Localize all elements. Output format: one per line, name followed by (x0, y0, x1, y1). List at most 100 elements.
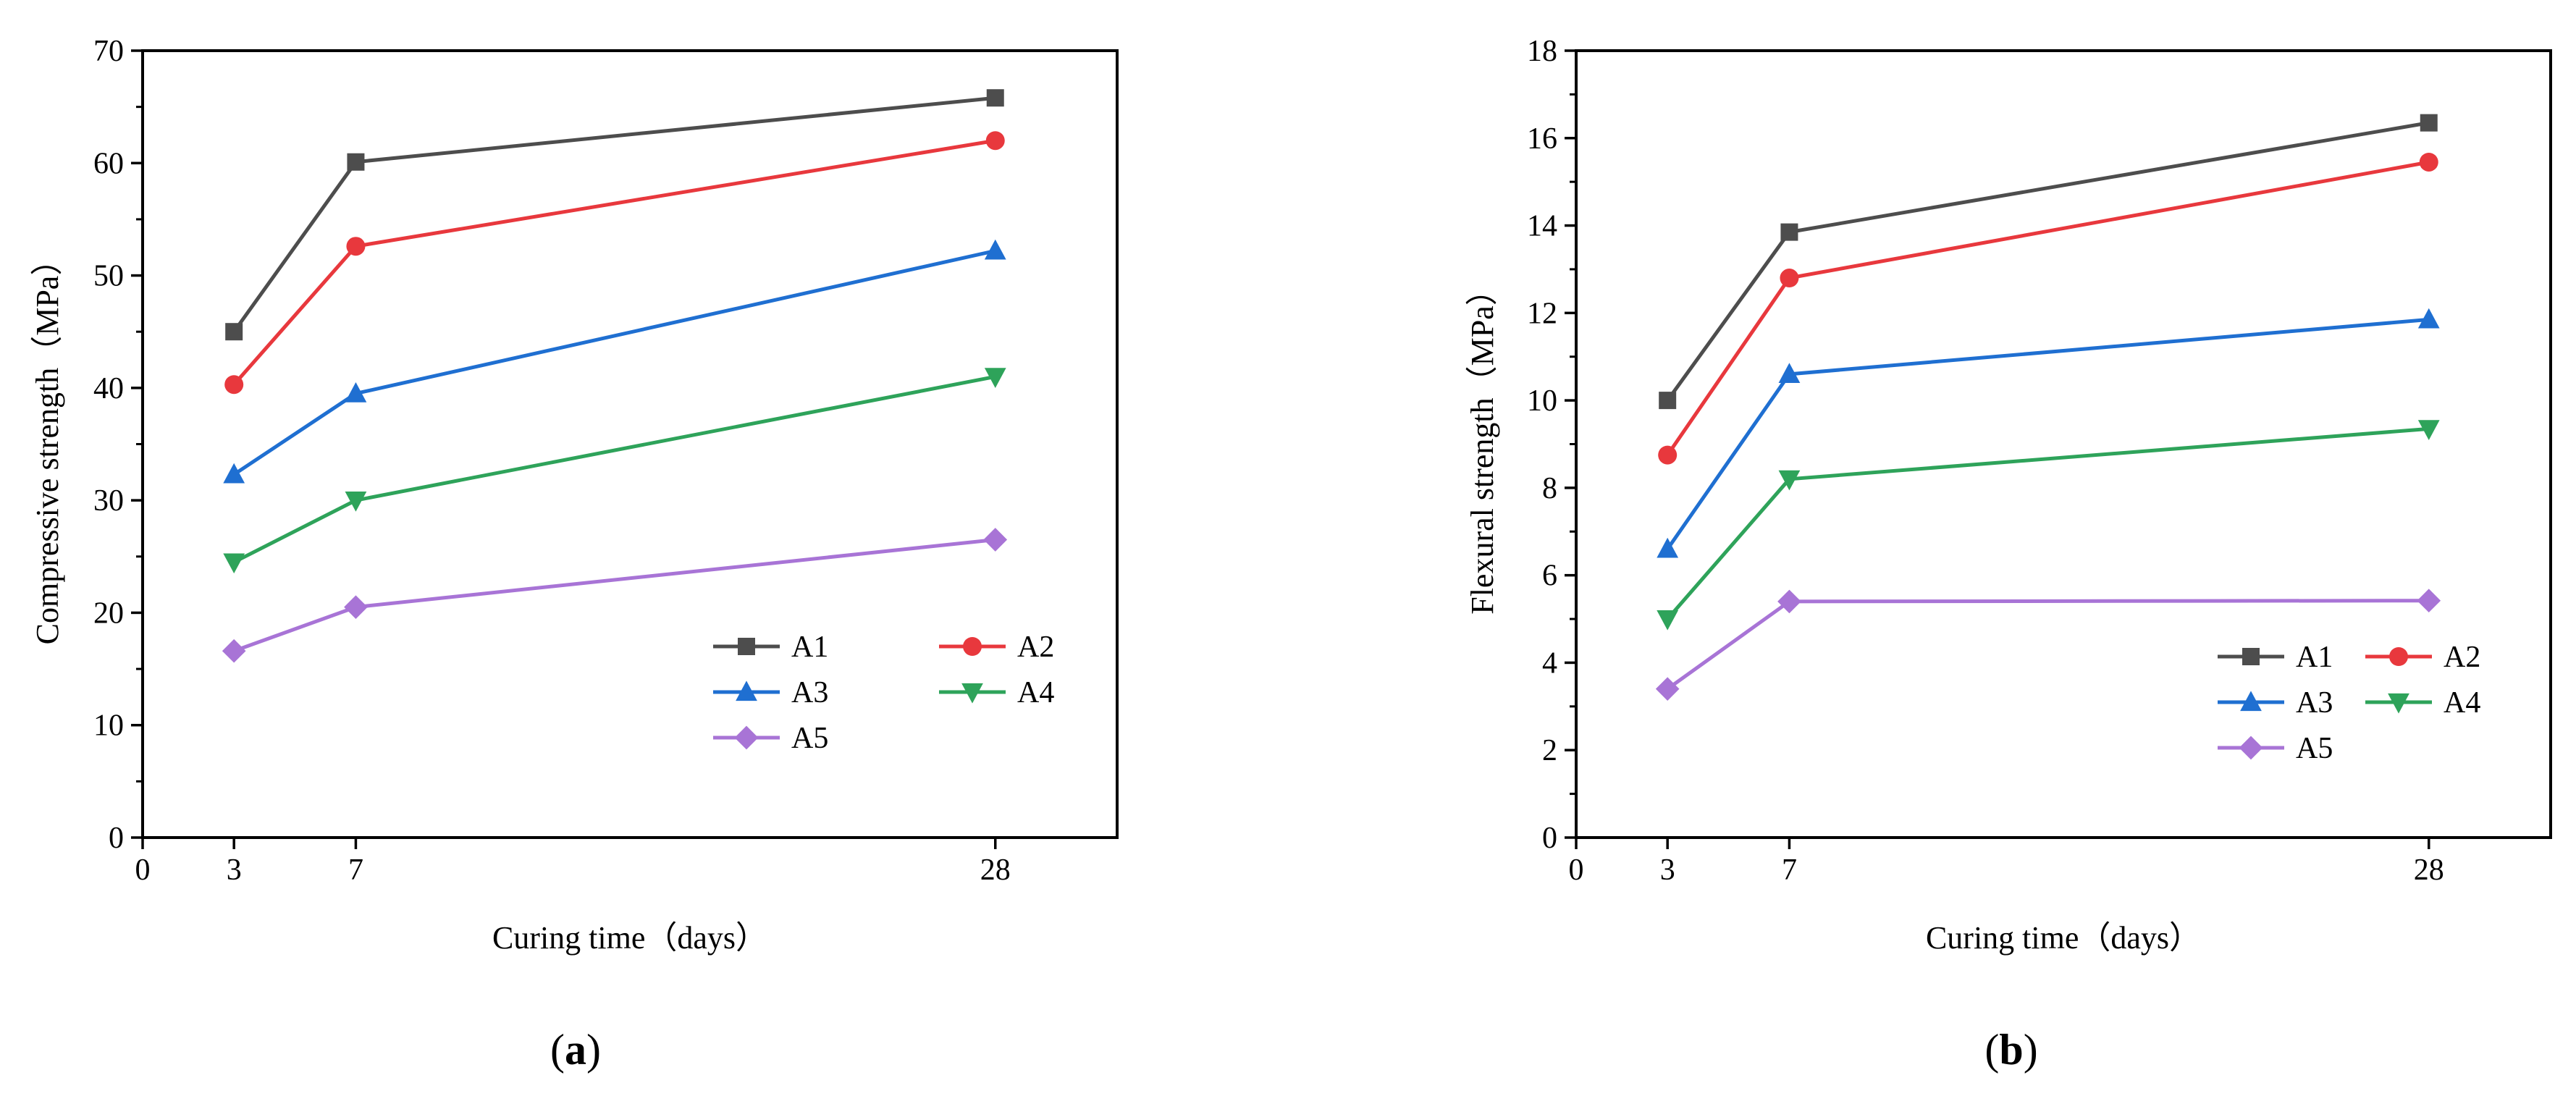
panel-a-series-A4-point (345, 492, 367, 512)
panel-b-panel-label-open: ( (1984, 1026, 1999, 1074)
panel-b-ytick-label: 4 (1542, 646, 1557, 680)
panel-b-legend-A4-label: A4 (2444, 686, 2480, 720)
panel-a-series-A5-point (222, 638, 246, 663)
panel-a-legend-A2-marker (963, 637, 982, 656)
panel-b-chart: 0 2 4 6 8 10 12 14 16 18 0 3 7 28 Curing time（days） Fle… (1465, 35, 2552, 1074)
panel-b-series-A5-point (1655, 677, 1680, 701)
panel-a-series-A3-line (232, 248, 996, 476)
panel-a-ytick-label: 40 (93, 372, 124, 405)
panel-a-series-A2-line (232, 138, 996, 386)
panel-b-ytick-label: 8 (1542, 472, 1557, 505)
panel-a-legend-A1-marker (738, 638, 755, 655)
panel-a-series-A1-point (347, 153, 365, 171)
panel-b-legend-A5-marker (2239, 735, 2263, 760)
panel-b-series-A2-point (2419, 152, 2438, 172)
panel-b-panel-label: (b) (1984, 1026, 2037, 1074)
panel-b-series-A4-point (2417, 420, 2440, 440)
panel-a-series-A2-point (224, 375, 244, 395)
panel-a-y-axis-title: Compressive strength（MPa） (30, 244, 65, 645)
panel-b-series-A1-line (1666, 121, 2430, 402)
panel-b-series-A1-point (1659, 392, 1677, 410)
panel-b-ytick-label: 10 (1527, 384, 1557, 418)
panel-a-series-A5-line (233, 538, 996, 653)
panel-b-legend-A1-marker (2242, 648, 2260, 665)
panel-a-panel-label-open: ( (550, 1026, 565, 1074)
panel-b-series-A2-line (1666, 160, 2430, 457)
panel-b-ytick-label: 18 (1527, 35, 1557, 68)
panel-b-y-axis-title: Flexural strength（MPa） (1465, 274, 1500, 615)
panel-b-series-A3-point (1778, 363, 1801, 383)
panel-b-series-A3-line (1666, 317, 2429, 550)
panel-a-legend-A2-label: A2 (1017, 631, 1054, 664)
panel-a-series-A2-point (346, 237, 366, 256)
panel-a-series-A5-point (983, 528, 1008, 552)
panel-b-series-A3-point (2417, 308, 2440, 329)
panel-b-xtick-label: 7 (1782, 853, 1797, 887)
panel-a-legend-A4-label: A4 (1017, 676, 1054, 709)
panel-a-series-A1-point (225, 323, 243, 341)
panel-a-legend-A5-label: A5 (791, 722, 828, 755)
panel-a-x-axis-title: Curing time（days） (492, 920, 767, 956)
panel-a-chart: 0 10 20 30 40 50 60 70 0 3 7 28 Curing time（days） Com… (30, 35, 1119, 1074)
panel-a-series-A4-point (223, 553, 245, 574)
panel-b-series-A5-point (1777, 589, 1801, 614)
panel-b-series-A3-point (1657, 537, 1679, 558)
panel-a-series-A2-point (985, 131, 1005, 151)
panel-b-series-A4-point (1778, 470, 1801, 491)
panel-b-series-A1-point (1780, 223, 1798, 241)
panel-b-series-A2-point (1658, 445, 1678, 465)
panel-a-ytick-label: 70 (93, 35, 124, 68)
panel-a-series-A5-point (344, 595, 368, 619)
panel-a-ytick-label: 50 (93, 260, 124, 293)
panel-b-ytick-label: 16 (1527, 122, 1557, 156)
panel-b-legend-A3-label: A3 (2296, 686, 2333, 720)
panel-b-panel-label-close: ) (2024, 1026, 2038, 1074)
panel-a-series-A3-point (223, 463, 245, 484)
panel-a-plot-frame (141, 49, 1119, 839)
panel-a-series-A1-point (986, 89, 1004, 107)
panel-b-x-axis-title: Curing time（days） (1926, 920, 2201, 956)
panel-a-ytick-label: 0 (109, 822, 124, 855)
panel-a-series-A1-line (232, 96, 996, 333)
panel-a-xtick-label: 28 (980, 853, 1011, 887)
panel-a-series-A4-point (984, 368, 1006, 388)
panel-b-xtick-label: 3 (1660, 853, 1675, 887)
panel-a-legend-A4-marker (961, 683, 983, 704)
panel-a-legend-A1-label: A1 (791, 631, 828, 664)
panel-b-ytick-label: 12 (1527, 297, 1557, 330)
panel-b-legend-A2-label: A2 (2444, 641, 2480, 674)
panel-b-legend-A3-marker (2240, 691, 2262, 712)
panel-b-ytick-label: 14 (1527, 210, 1557, 243)
panel-a-ytick-label: 60 (93, 147, 124, 180)
panel-b-plot-frame (1575, 49, 2552, 839)
panel-b-series-A4-point (1657, 610, 1679, 631)
panel-b-series-A1-point (2420, 114, 2438, 132)
panel-b-xtick-label: 0 (1569, 853, 1584, 887)
panel-a-xtick-label: 0 (135, 853, 151, 887)
panel-a-panel-label-close: ) (586, 1026, 601, 1074)
panel-b-ytick-label: 6 (1542, 560, 1557, 593)
panel-a-xtick-label: 7 (348, 853, 363, 887)
panel-b-legend-A5-label: A5 (2296, 732, 2333, 765)
panel-b-legend-A4-marker (2388, 693, 2409, 714)
panel-a-ytick-label: 20 (93, 597, 124, 630)
panel-b-series-A4-line (1666, 426, 2429, 620)
panel-a-legend-A3-marker (736, 680, 757, 701)
panel-a-legend-A3-label: A3 (791, 676, 828, 709)
panel-a-series-A4-line (233, 374, 996, 564)
panel-a-series-A3-point (345, 382, 367, 402)
panel-b-panel-label-letter: b (1999, 1026, 2023, 1074)
panel-a-panel-label: (a) (550, 1026, 601, 1074)
panel-b-series-A2-point (1780, 269, 1799, 288)
panel-b-ytick-label: 2 (1542, 734, 1557, 767)
panel-b-xtick-label: 28 (2414, 853, 2444, 887)
panel-a-xtick-label: 3 (227, 853, 242, 887)
panel-b-series-A5-point (2417, 589, 2441, 613)
panel-b-ytick-label: 0 (1542, 822, 1557, 855)
panel-a-legend-A5-marker (734, 725, 759, 750)
panel-b-legend-A1-label: A1 (2296, 641, 2333, 674)
panel-a-series-A3-point (984, 239, 1006, 260)
panel-b-legend-A2-marker (2389, 647, 2408, 666)
panel-a-panel-label-letter: a (565, 1026, 586, 1074)
